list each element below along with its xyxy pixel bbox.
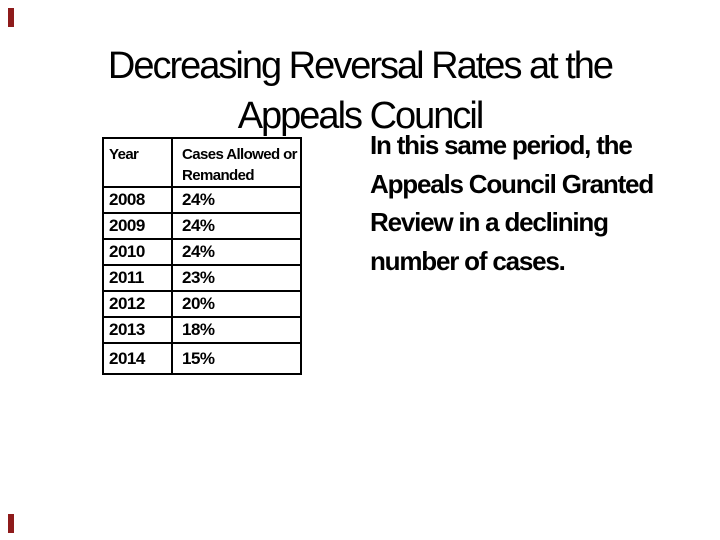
- rate-column-header: Cases Allowed or Remanded: [171, 137, 302, 188]
- rate-cell: 24%: [171, 212, 302, 240]
- year-cell: 2012: [102, 290, 173, 318]
- body-text-line: In this same period, the: [370, 130, 633, 160]
- year-cell: 2009: [102, 212, 173, 240]
- year-cell: 2013: [102, 316, 173, 344]
- year-cell: 2008: [102, 186, 173, 214]
- table-row: 2013 18%: [102, 316, 302, 344]
- year-column-header: Year: [102, 137, 173, 188]
- reversal-rates-table: Year Cases Allowed or Remanded 2008 24% …: [102, 137, 302, 375]
- year-cell: 2011: [102, 264, 173, 292]
- rate-cell: 24%: [171, 238, 302, 266]
- body-text-line: Appeals Council Granted: [370, 168, 654, 199]
- table-header-row: Year Cases Allowed or Remanded: [102, 137, 302, 188]
- rate-cell: 23%: [171, 264, 302, 292]
- table-row: 2014 15%: [102, 342, 302, 375]
- table-row: 2010 24%: [102, 238, 302, 266]
- slide-title: Decreasing Reversal Rates at the Appeals…: [0, 41, 720, 141]
- table-row: 2009 24%: [102, 212, 302, 240]
- rate-cell: 15%: [171, 342, 302, 375]
- rate-cell: 20%: [171, 290, 302, 318]
- left-accent-bar-top: [8, 8, 14, 27]
- slide-title-line-2: Appeals Council: [237, 95, 485, 138]
- body-text: In this same period, the Appeals Council…: [370, 126, 700, 280]
- left-accent-bar-bottom: [8, 514, 14, 533]
- slide-title-line-1: Decreasing Reversal Rates at the: [107, 45, 614, 88]
- rate-cell: 18%: [171, 316, 302, 344]
- year-cell: 2014: [102, 342, 173, 375]
- body-text-line: number of cases.: [370, 245, 566, 276]
- year-cell: 2010: [102, 238, 173, 266]
- rate-cell: 24%: [171, 186, 302, 214]
- table-row: 2012 20%: [102, 290, 302, 318]
- table-row: 2011 23%: [102, 264, 302, 292]
- table-row: 2008 24%: [102, 186, 302, 214]
- body-text-line: Review in a declining: [370, 207, 609, 237]
